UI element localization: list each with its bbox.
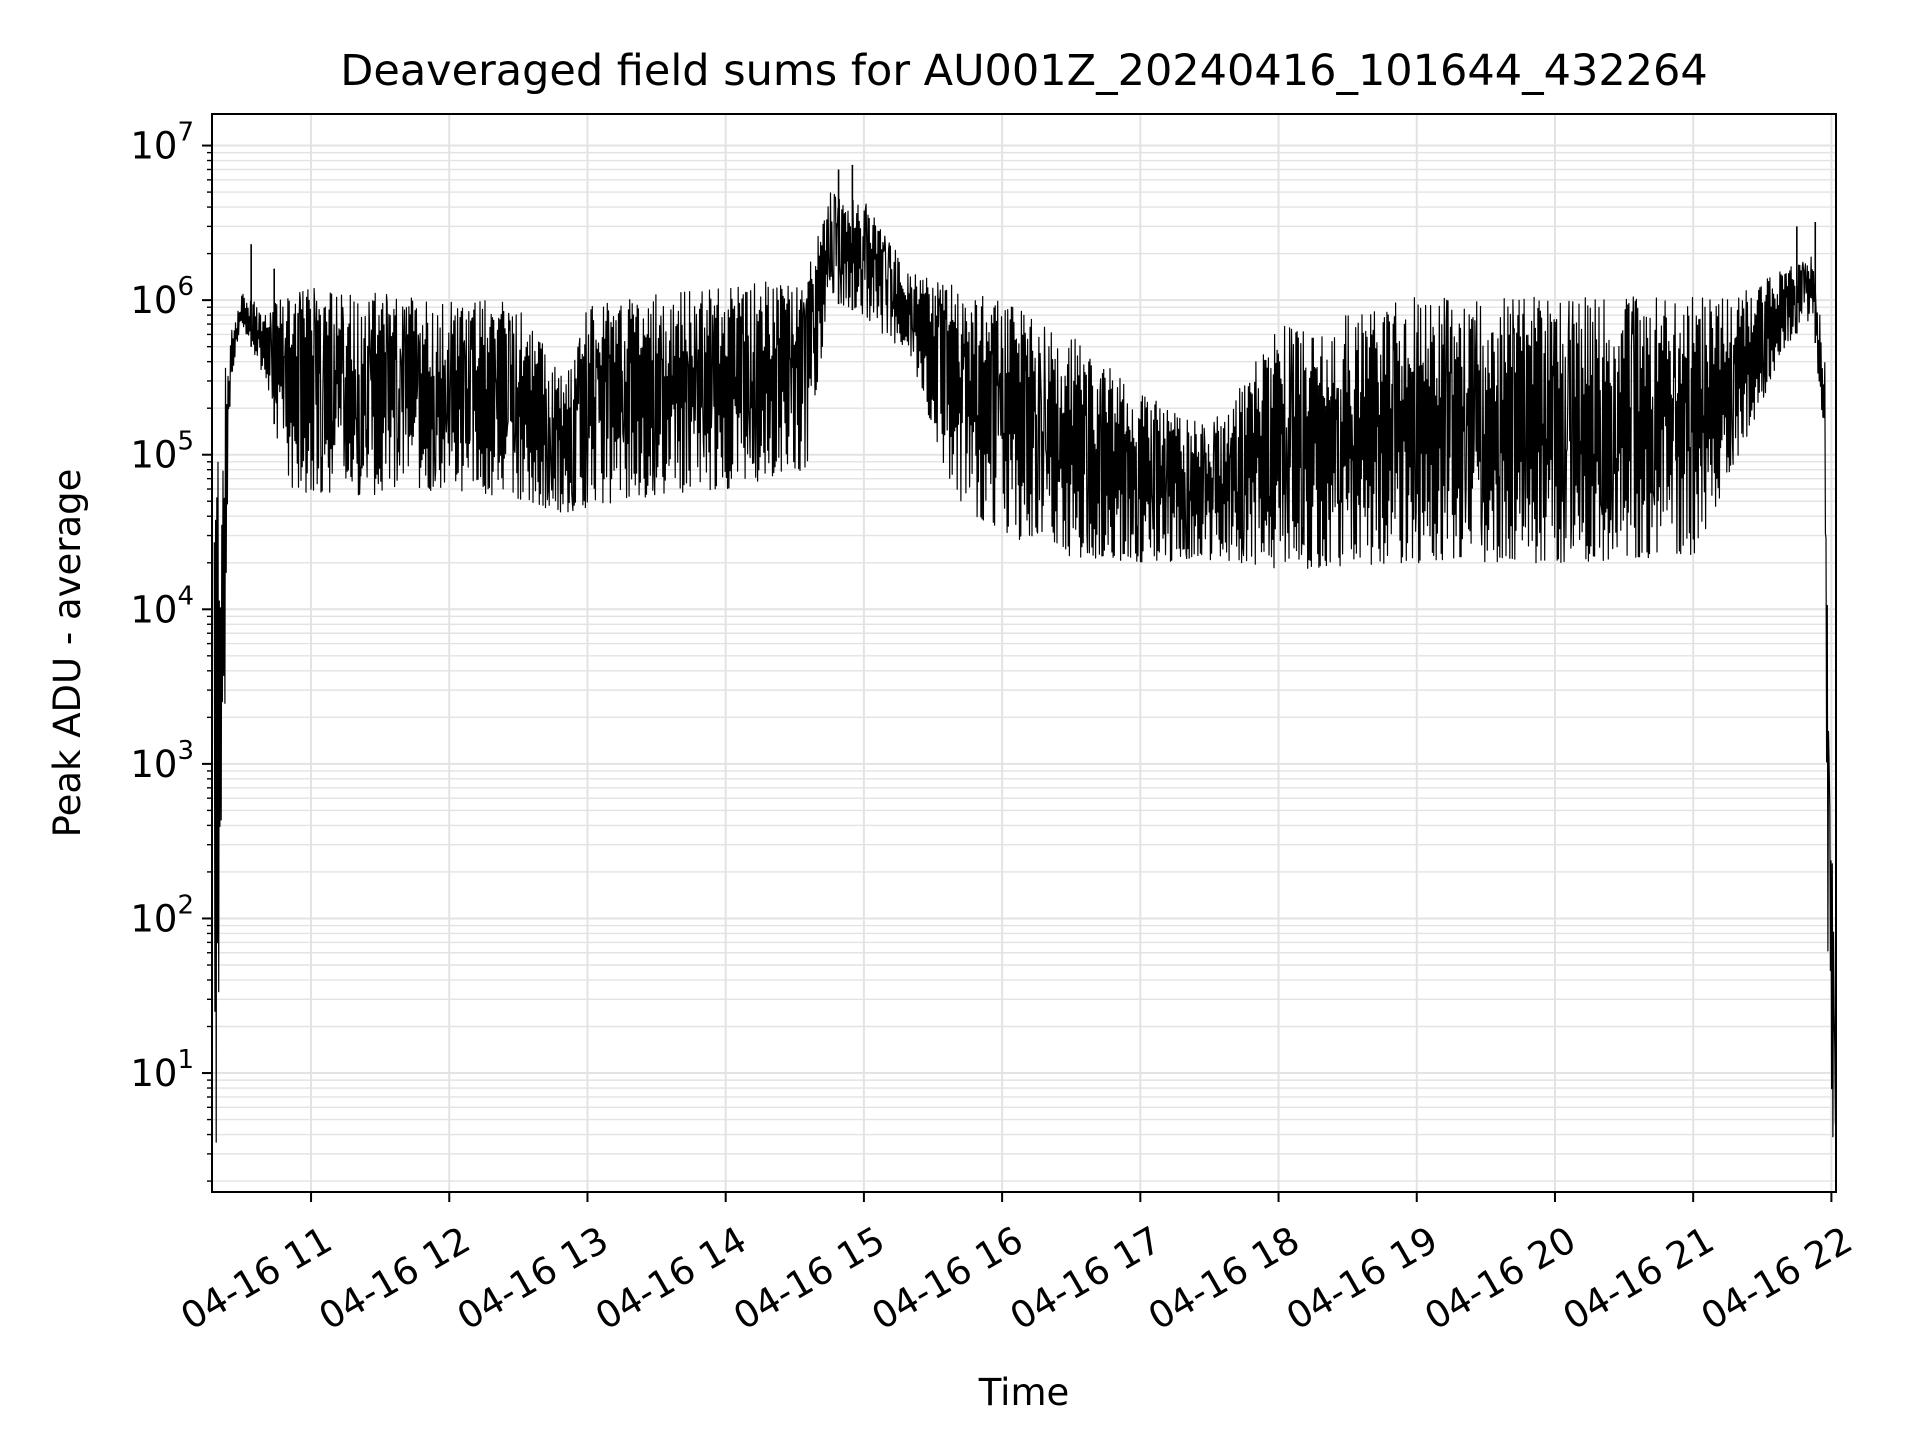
y-tick-label: 107 [130,118,194,168]
y-axis-label: Peak ADU - average [46,469,89,838]
y-tick-label: 103 [130,736,194,786]
series-line [213,192,1837,1143]
y-tick-base: 10 [130,125,177,168]
y-tick-base: 10 [130,279,177,322]
y-tick-base: 10 [130,588,177,631]
y-tick-base: 10 [130,1052,177,1095]
y-tick-exponent: 3 [177,736,194,766]
y-tick-exponent: 7 [177,118,194,148]
y-tick-exponent: 6 [177,272,194,302]
y-tick-exponent: 4 [177,581,194,611]
plot-frame [211,113,1837,1193]
y-tick-label: 101 [130,1045,194,1095]
y-tick-label: 104 [130,581,194,631]
x-axis-label: Time [978,1371,1070,1414]
chart-title: Deaveraged field sums for AU001Z_2024041… [340,46,1708,96]
y-tick-exponent: 5 [177,427,194,457]
y-tick-label: 106 [130,272,194,322]
y-tick-base: 10 [130,434,177,477]
y-tick-label: 102 [130,890,194,940]
y-tick-base: 10 [130,743,177,786]
y-tick-exponent: 1 [177,1045,194,1075]
y-tick-exponent: 2 [177,890,194,920]
y-tick-base: 10 [130,897,177,940]
data-trace [213,164,1837,1143]
y-tick-label: 105 [130,427,194,477]
